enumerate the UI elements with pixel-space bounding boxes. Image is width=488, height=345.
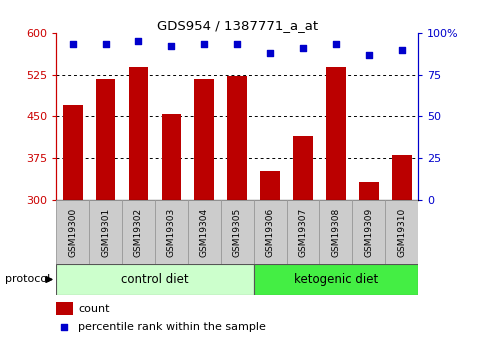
Text: ketogenic diet: ketogenic diet bbox=[293, 273, 377, 286]
Bar bbox=[351, 200, 385, 264]
Text: GSM19300: GSM19300 bbox=[68, 207, 77, 257]
Bar bbox=[260, 171, 279, 200]
Text: GSM19309: GSM19309 bbox=[364, 207, 372, 257]
Bar bbox=[187, 200, 220, 264]
Bar bbox=[194, 79, 214, 200]
Point bbox=[200, 42, 208, 47]
Text: protocol: protocol bbox=[5, 275, 50, 284]
Bar bbox=[391, 156, 411, 200]
Point bbox=[233, 42, 241, 47]
Point bbox=[331, 42, 339, 47]
Bar bbox=[253, 264, 417, 295]
Bar bbox=[227, 76, 246, 200]
Bar bbox=[286, 200, 319, 264]
Bar bbox=[128, 67, 148, 200]
Point bbox=[265, 50, 273, 56]
Text: control diet: control diet bbox=[121, 273, 188, 286]
Text: GSM19301: GSM19301 bbox=[101, 207, 110, 257]
Point bbox=[102, 42, 109, 47]
Point bbox=[364, 52, 372, 57]
Bar bbox=[62, 105, 82, 200]
Text: GSM19307: GSM19307 bbox=[298, 207, 307, 257]
Bar bbox=[56, 302, 72, 315]
Text: GSM19302: GSM19302 bbox=[134, 207, 142, 257]
Bar bbox=[56, 264, 253, 295]
Bar bbox=[122, 200, 155, 264]
Bar bbox=[292, 136, 312, 200]
Bar bbox=[155, 200, 187, 264]
Point bbox=[167, 43, 175, 49]
Text: GSM19306: GSM19306 bbox=[265, 207, 274, 257]
Bar bbox=[89, 200, 122, 264]
Bar bbox=[358, 182, 378, 200]
Point bbox=[299, 45, 306, 51]
Text: GSM19305: GSM19305 bbox=[232, 207, 241, 257]
Text: GSM19310: GSM19310 bbox=[396, 207, 406, 257]
Bar bbox=[220, 200, 253, 264]
Text: GSM19308: GSM19308 bbox=[331, 207, 340, 257]
Bar bbox=[325, 67, 345, 200]
Point bbox=[69, 42, 77, 47]
Bar bbox=[56, 200, 89, 264]
Text: count: count bbox=[78, 304, 109, 314]
Bar bbox=[96, 79, 115, 200]
Bar bbox=[385, 200, 417, 264]
Point bbox=[134, 38, 142, 44]
Bar bbox=[161, 114, 181, 200]
Point bbox=[60, 324, 68, 329]
Point bbox=[397, 47, 405, 52]
Bar bbox=[253, 200, 286, 264]
Text: percentile rank within the sample: percentile rank within the sample bbox=[78, 322, 265, 332]
Text: GSM19303: GSM19303 bbox=[166, 207, 176, 257]
Text: GSM19304: GSM19304 bbox=[200, 207, 208, 257]
Bar bbox=[319, 200, 351, 264]
Title: GDS954 / 1387771_a_at: GDS954 / 1387771_a_at bbox=[156, 19, 317, 32]
